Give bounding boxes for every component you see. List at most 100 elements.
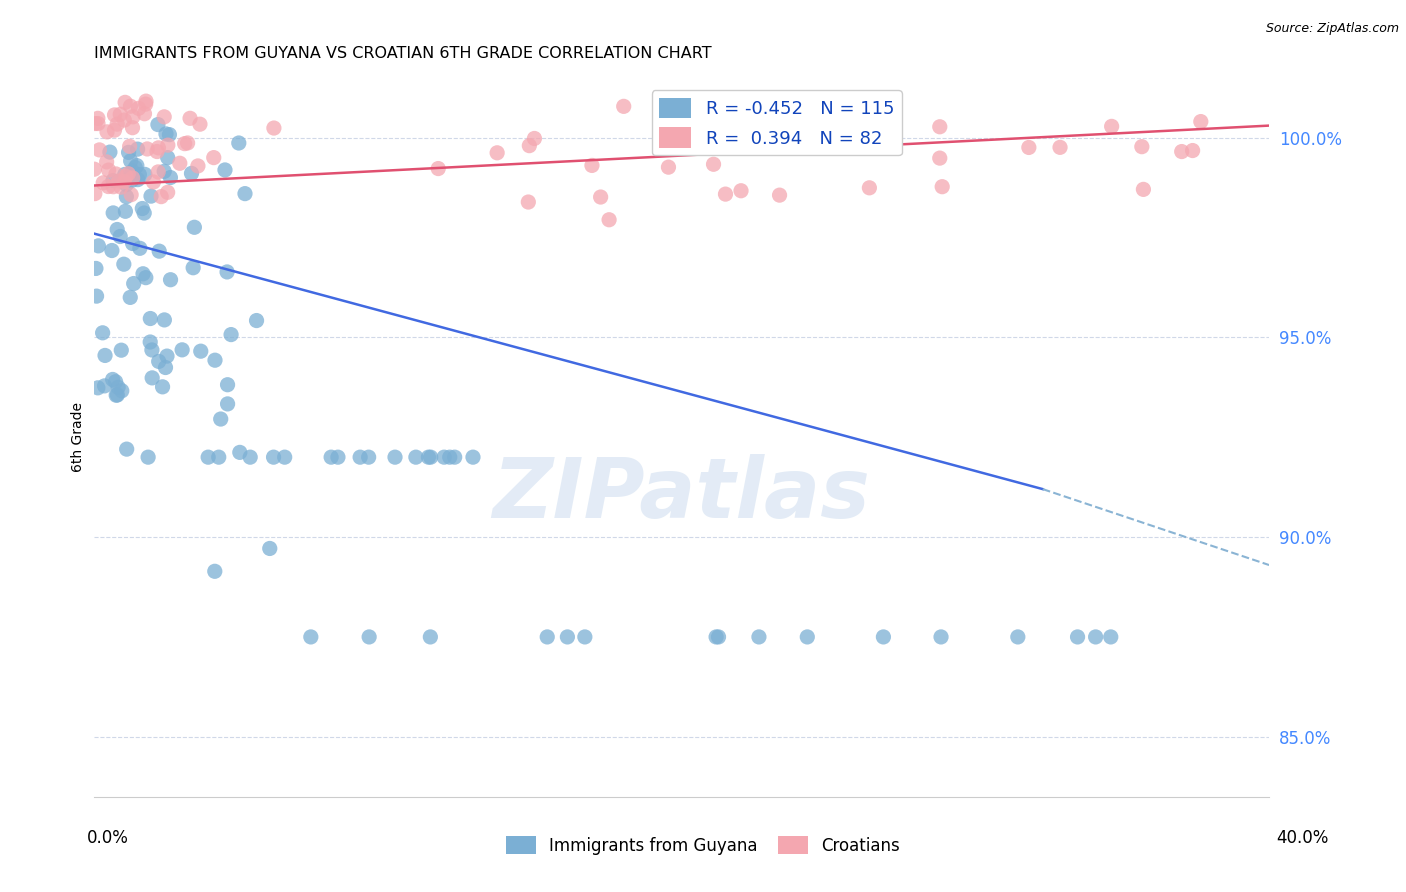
Point <box>105 222 128 236</box>
Point <box>523 131 546 145</box>
Point <box>598 212 620 227</box>
Point <box>872 630 894 644</box>
Point <box>103 108 125 122</box>
Point <box>796 630 818 644</box>
Point <box>1170 145 1192 159</box>
Point <box>114 95 136 110</box>
Point <box>858 181 880 195</box>
Point <box>239 450 262 465</box>
Text: 40.0%: 40.0% <box>1277 829 1329 847</box>
Point <box>83 162 105 177</box>
Point <box>103 206 125 220</box>
Point <box>439 450 461 465</box>
Point <box>461 450 484 465</box>
Point <box>172 343 194 357</box>
Point <box>127 142 149 156</box>
Point <box>1132 182 1154 196</box>
Point <box>517 138 540 153</box>
Point <box>159 170 181 185</box>
Point <box>197 450 219 465</box>
Point <box>87 239 110 253</box>
Point <box>120 153 142 168</box>
Point <box>110 343 132 358</box>
Point <box>657 160 679 174</box>
Point <box>443 450 465 465</box>
Point <box>96 154 118 169</box>
Point <box>1189 114 1212 128</box>
Point <box>112 257 135 271</box>
Point <box>104 375 127 389</box>
Point <box>87 112 110 126</box>
Point <box>357 450 380 465</box>
Point <box>1099 630 1122 644</box>
Point <box>517 194 540 209</box>
Point <box>107 380 129 394</box>
Point <box>173 136 195 151</box>
Point <box>730 184 752 198</box>
Point <box>349 450 371 465</box>
Point <box>112 113 135 128</box>
Point <box>419 630 441 644</box>
Point <box>263 121 285 136</box>
Point <box>89 143 111 157</box>
Point <box>156 349 179 363</box>
Point <box>1181 144 1204 158</box>
Point <box>97 163 120 178</box>
Point <box>157 128 180 142</box>
Point <box>1130 139 1153 153</box>
Point <box>148 354 170 368</box>
Point <box>418 450 440 465</box>
Point <box>98 145 121 160</box>
Point <box>150 189 173 203</box>
Point <box>156 151 179 165</box>
Point <box>188 117 211 131</box>
Point <box>299 630 322 644</box>
Point <box>117 167 139 181</box>
Point <box>176 136 198 150</box>
Point <box>101 372 124 386</box>
Point <box>1018 140 1040 154</box>
Point <box>101 244 124 258</box>
Point <box>114 168 136 182</box>
Text: Source: ZipAtlas.com: Source: ZipAtlas.com <box>1265 22 1399 36</box>
Point <box>209 412 232 426</box>
Point <box>931 179 953 194</box>
Point <box>87 116 110 130</box>
Point <box>1007 630 1029 644</box>
Point <box>139 189 162 203</box>
Point <box>159 273 181 287</box>
Point <box>669 124 692 138</box>
Point <box>928 120 950 134</box>
Point <box>84 116 107 130</box>
Point <box>153 313 176 327</box>
Point <box>155 127 177 141</box>
Point <box>148 244 170 259</box>
Point <box>259 541 281 556</box>
Point <box>121 164 143 178</box>
Point <box>217 265 239 279</box>
Point <box>613 99 636 113</box>
Point <box>141 371 163 385</box>
Point <box>427 161 450 176</box>
Point <box>111 384 134 398</box>
Point <box>136 450 159 465</box>
Point <box>273 450 295 465</box>
Point <box>707 630 730 644</box>
Point <box>134 206 156 220</box>
Point <box>153 110 176 124</box>
Point <box>714 187 737 202</box>
Point <box>229 445 252 459</box>
Text: ZIPatlas: ZIPatlas <box>492 454 870 535</box>
Point <box>702 136 724 150</box>
Point <box>103 123 125 137</box>
Point <box>536 630 558 644</box>
Point <box>135 94 157 108</box>
Point <box>141 343 163 357</box>
Point <box>103 179 125 194</box>
Point <box>433 450 456 465</box>
Point <box>127 172 149 186</box>
Point <box>128 241 150 255</box>
Point <box>114 204 136 219</box>
Point <box>87 381 110 395</box>
Point <box>848 120 870 135</box>
